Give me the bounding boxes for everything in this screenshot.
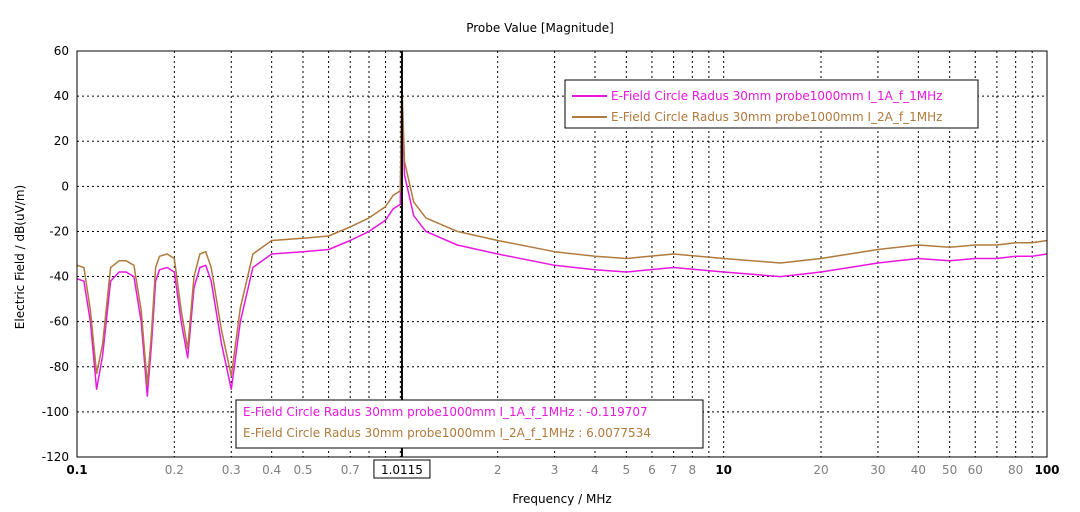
chart-title: Probe Value [Magnitude]	[466, 21, 614, 35]
x-tick-label: 3	[551, 463, 559, 477]
x-tick-label: 0.5	[293, 463, 312, 477]
marker-x-box	[373, 459, 431, 479]
y-tick-label: 60	[54, 44, 69, 58]
x-tick-label: 0.7	[341, 463, 360, 477]
x-tick-label: 50	[942, 463, 957, 477]
series-layer	[76, 84, 1048, 397]
series-line-1	[76, 97, 1048, 397]
x-tick-label: 80	[1008, 463, 1023, 477]
y-tick-label: 40	[54, 89, 69, 103]
y-tick-label: -120	[42, 450, 69, 464]
x-tick-label: 40	[911, 463, 926, 477]
y-tick-label: 20	[54, 134, 69, 148]
plot-frame	[76, 50, 1048, 458]
readout-line-1: E-Field Circle Radus 30mm probe1000mm I_…	[243, 405, 648, 419]
y-tick-label: -40	[49, 270, 69, 284]
x-tick-label: 20	[813, 463, 828, 477]
y-tick-label: -60	[49, 315, 69, 329]
y-tick-label: 0	[61, 179, 69, 193]
x-tick-label: 4	[591, 463, 599, 477]
x-tick-label: 60	[968, 463, 983, 477]
x-axis-label: Frequency / MHz	[512, 492, 611, 506]
y-axis-label: Electric Field / dB(uV/m)	[13, 185, 27, 329]
x-tick-label: 6	[648, 463, 656, 477]
y-tick-label: -80	[49, 360, 69, 374]
x-tick-label: 100	[1034, 463, 1059, 477]
marker-readout: E-Field Circle Radus 30mm probe1000mm I_…	[235, 399, 704, 449]
x-tick-label: 30	[870, 463, 885, 477]
x-tick-label: 0.1	[66, 463, 87, 477]
x-tick-label: 8	[689, 463, 697, 477]
legend-label-1: E-Field Circle Radus 30mm probe1000mm I_…	[611, 89, 942, 103]
marker-x-label: 1.0115	[381, 463, 423, 477]
marker-layer[interactable]: 1.0115	[373, 51, 431, 479]
x-tick-label: 5	[623, 463, 631, 477]
x-tick-label: 0.4	[262, 463, 281, 477]
x-tick-label: 0.3	[222, 463, 241, 477]
x-tick-label: 2	[494, 463, 502, 477]
x-tick-label: 7	[670, 463, 678, 477]
y-tick-label: -100	[42, 405, 69, 419]
legend-label-2: E-Field Circle Radus 30mm probe1000mm I_…	[611, 110, 942, 124]
y-tick-label: -20	[49, 224, 69, 238]
x-tick-label: 10	[715, 463, 732, 477]
x-tick-label: 0.2	[165, 463, 184, 477]
legend-box	[564, 79, 979, 129]
readout-box	[235, 399, 704, 449]
series-line-2	[76, 84, 1048, 386]
legend: E-Field Circle Radus 30mm probe1000mm I_…	[564, 79, 979, 129]
readout-line-2: E-Field Circle Radus 30mm probe1000mm I_…	[243, 426, 651, 440]
